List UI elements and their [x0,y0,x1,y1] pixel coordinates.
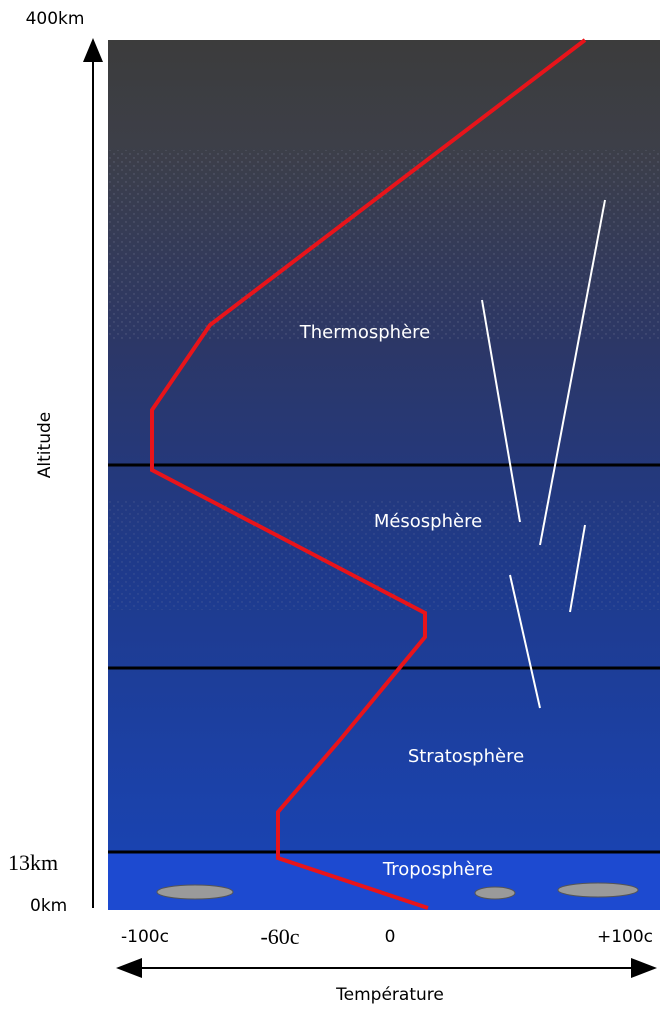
arrow-head [631,958,657,978]
altitude-label: 13km [8,850,58,875]
layer-label: Stratosphère [408,746,524,767]
altitude-label: 400km [26,9,85,29]
axis-title: Température [335,985,444,1005]
temperature-tick: +100c [597,927,653,947]
altitude-label: 0km [30,896,67,916]
arrow-head [83,38,103,62]
layer-label: Mésosphère [374,511,482,532]
temperature-tick: -60c [260,924,299,949]
temperature-tick: -100c [121,927,169,947]
layer-label: Troposphère [382,859,493,880]
arrow-head [116,958,142,978]
texture [108,150,660,340]
axis-title: Altitude [35,412,55,478]
temperature-tick: 0 [385,927,396,947]
layer-label: Thermosphère [299,322,430,343]
diagram: Thermosphère Mésosphère Stratosphère Tro… [0,0,663,1015]
